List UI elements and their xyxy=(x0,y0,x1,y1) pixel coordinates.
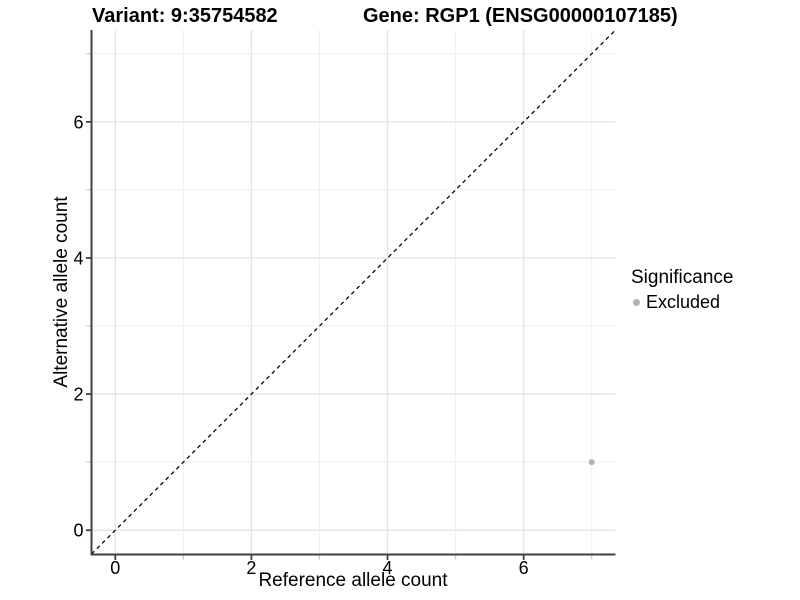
x-tick-label: 0 xyxy=(110,558,120,578)
y-tick-label: 2 xyxy=(73,385,83,405)
y-tick-label: 6 xyxy=(73,112,83,132)
x-tick-label: 4 xyxy=(383,558,393,578)
y-tick-label: 4 xyxy=(73,248,83,268)
x-tick-label: 6 xyxy=(519,558,529,578)
x-axis-title: Reference allele count xyxy=(258,570,448,591)
excluded-point-icon xyxy=(633,299,640,306)
x-tick-label: 2 xyxy=(246,558,256,578)
plot-title-variant: Variant: 9:35754582 xyxy=(92,5,278,27)
y-axis-title: Alternative allele count xyxy=(51,196,72,388)
identity-dashed-line xyxy=(91,29,616,555)
data-point xyxy=(588,459,595,466)
y-tick-label: 0 xyxy=(73,521,83,541)
legend: Significance Excluded xyxy=(631,267,733,313)
plot-title-gene: Gene: RGP1 (ENSG00000107185) xyxy=(363,5,678,27)
legend-item-excluded: Excluded xyxy=(631,292,733,313)
legend-item-label: Excluded xyxy=(646,292,721,312)
legend-title: Significance xyxy=(631,267,734,288)
